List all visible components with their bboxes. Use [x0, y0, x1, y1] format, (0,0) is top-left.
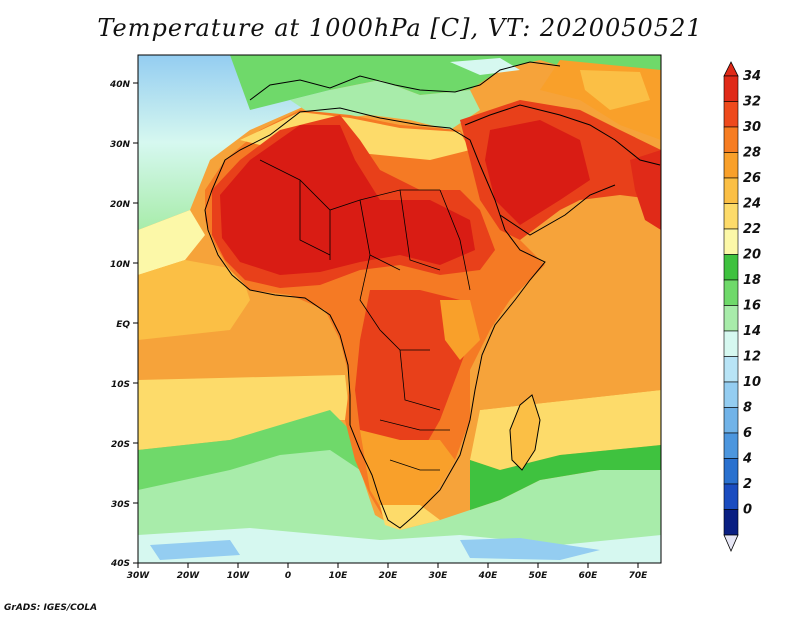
lon-label: 0: [285, 571, 291, 581]
lon-label: 10W: [227, 571, 251, 581]
lon-label: 20W: [177, 571, 201, 581]
indian-ocean-south-green: [470, 445, 661, 510]
colorbar-bottom-arrow: [723, 534, 739, 552]
sahara-core: [220, 125, 475, 275]
europe-coastline: [249, 61, 561, 101]
colorbar-label: 18: [743, 273, 761, 288]
lon-label: 40E: [478, 571, 499, 581]
arabia-core: [485, 120, 590, 225]
colorbar-label: 2: [743, 477, 752, 492]
colorbar-label: 26: [743, 171, 761, 186]
colorbar-swatch: [723, 126, 739, 153]
europe-green: [230, 55, 661, 110]
colorbar-label: 32: [743, 95, 761, 110]
latitude-axis: [133, 82, 138, 564]
lon-label: 50E: [529, 571, 549, 581]
longitude-axis: [137, 563, 639, 568]
lat-label: 20S: [111, 440, 130, 450]
madagascar-coastline: [509, 394, 541, 471]
lat-label: 40N: [109, 80, 131, 90]
colorbar-label: 20: [743, 248, 761, 263]
country-borders: [259, 159, 471, 471]
colorbar-label: 34: [743, 69, 761, 84]
arabian-sea: [480, 230, 661, 410]
lat-label: 40S: [110, 559, 130, 569]
lon-label: 20E: [379, 571, 399, 581]
lon-label: 60E: [579, 571, 599, 581]
colorbar-label: 6: [743, 426, 752, 441]
central-africa-hot: [355, 290, 470, 470]
colorbar-swatch: [723, 279, 739, 306]
colorbar-swatch: [723, 152, 739, 179]
coastlines: [204, 61, 661, 529]
colorbar-swatch: [723, 458, 739, 485]
colorbar-label: 0: [743, 503, 752, 518]
colorbar-label: 24: [743, 197, 761, 212]
lon-label: 10E: [329, 571, 349, 581]
colorbar-label: 28: [743, 146, 761, 161]
colorbar-label: 22: [743, 222, 761, 237]
colorbar-swatch: [723, 356, 739, 383]
lat-label: EQ: [116, 320, 130, 330]
cape-cool: [380, 505, 440, 530]
colorbar-label: 4: [742, 452, 752, 467]
colorbar-label: 16: [743, 299, 761, 314]
colorbar-swatch: [723, 305, 739, 332]
colorbar-label: 12: [743, 350, 761, 365]
south-atlantic-yellow: [138, 375, 350, 450]
africa-coastline: [204, 107, 546, 529]
lat-label: 30N: [110, 140, 131, 150]
north-atlantic-yellow: [138, 210, 205, 275]
east-africa-highland: [440, 300, 480, 360]
colorbar-label: 8: [743, 401, 752, 416]
colorbar-swatch: [723, 407, 739, 434]
southern-africa-orange: [360, 430, 455, 520]
latitude-labels: 40N 30N 20N 10N EQ 10S 20S 30S 40S: [109, 80, 131, 569]
colorbar-swatch: [723, 75, 739, 102]
india-hot: [630, 150, 661, 230]
madagascar: [510, 395, 540, 470]
colorbar-swatch: [723, 509, 739, 536]
colorbar-swatch: [723, 254, 739, 281]
colorbar-label: 30: [743, 120, 761, 135]
credit-text: GrADS: IGES/COLA: [4, 603, 98, 613]
map-frame: [137, 54, 662, 564]
lat-label: 30S: [111, 500, 130, 510]
colorbar-swatch: [723, 177, 739, 204]
map-fields: [138, 55, 661, 563]
colorbar-swatch: [723, 228, 739, 255]
colorbar-swatch: [723, 101, 739, 128]
lat-label: 10S: [111, 380, 130, 390]
colorbar-label: 14: [743, 324, 761, 339]
colorbar-swatch: [723, 483, 739, 510]
black-sea-cold: [450, 58, 520, 75]
southern-ocean-blue: [150, 538, 600, 560]
arabia-coastline: [464, 104, 661, 236]
colorbar-label: 10: [743, 375, 761, 390]
colorbar-top-arrow: [723, 61, 739, 77]
colorbar-swatch: [723, 203, 739, 230]
lat-label: 10N: [110, 260, 131, 270]
longitude-labels: 30W 20W 10W 0 10E 20E 30E 40E 50E 60E 70…: [127, 571, 648, 581]
lon-label: 70E: [629, 571, 649, 581]
colorbar-swatch: [723, 432, 739, 459]
lat-label: 20N: [110, 200, 131, 210]
lon-label: 30E: [429, 571, 449, 581]
lon-label: 30W: [127, 571, 151, 581]
atlantic-tropics-light: [138, 260, 250, 340]
chart-title: Temperature at 1000hPa [C], VT: 20200505…: [97, 14, 703, 42]
iran-cool: [580, 70, 650, 110]
colorbar-swatch: [723, 330, 739, 357]
colorbar-swatch: [723, 381, 739, 408]
